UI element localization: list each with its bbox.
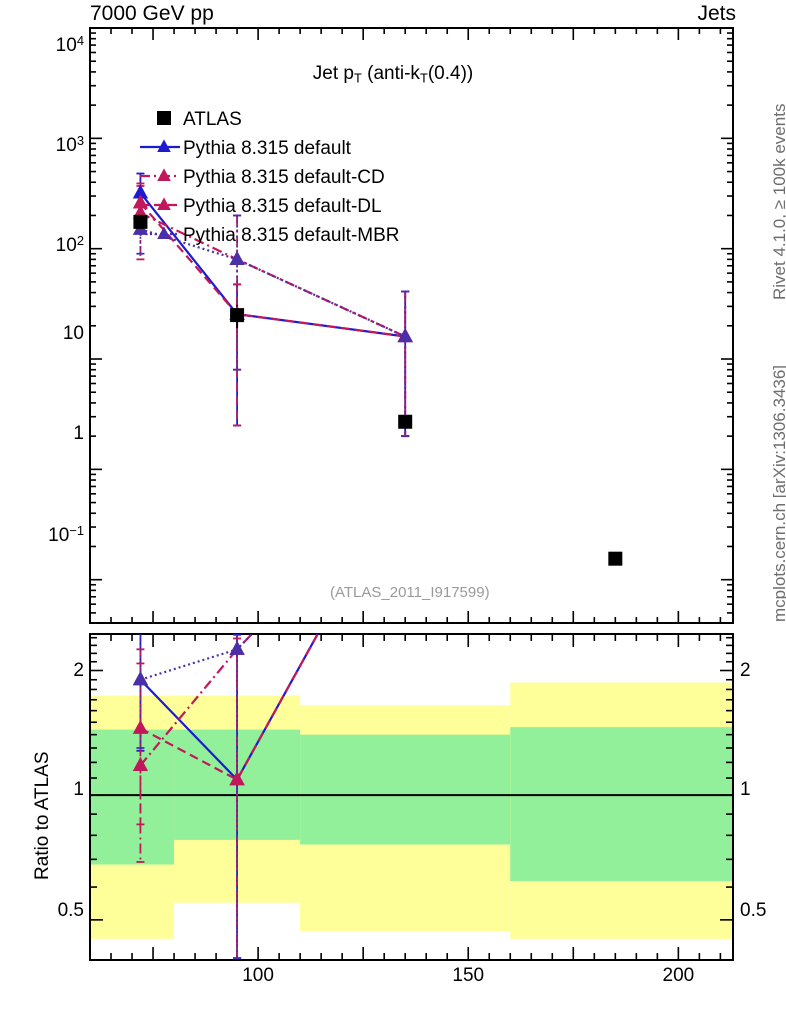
x-axis-ticks (89, 634, 722, 960)
ratio-band-inner (510, 727, 733, 882)
data-marker-triangle (229, 250, 245, 265)
data-marker-square (608, 551, 623, 566)
ratio-series-line (140, 634, 254, 681)
data-marker-triangle (157, 139, 171, 152)
main-axis-ticks (89, 27, 733, 623)
data-marker-triangle (132, 756, 149, 771)
legend-label-pythia-default: Pythia 8.315 default (183, 138, 351, 159)
data-marker-square (133, 214, 148, 229)
beam-energy-label: 7000 GeV pp (90, 2, 214, 25)
analysis-id-watermark: (ATLAS_2011_I917599) (330, 584, 490, 601)
title-sub-kt: T (419, 70, 428, 86)
ratio-data-series (132, 634, 319, 960)
ratio-band-inner (90, 729, 175, 865)
data-marker-triangle (229, 771, 245, 786)
data-marker-triangle (397, 327, 413, 343)
data-marker-square (230, 308, 245, 323)
data-marker-square (157, 111, 171, 125)
ratio-band-inner (300, 734, 511, 845)
data-marker-triangle (132, 184, 149, 199)
legend-label-atlas: ATLAS (183, 109, 242, 130)
data-marker-triangle (157, 197, 171, 210)
data-marker-square (398, 414, 413, 429)
title-sub-pt: T (353, 70, 362, 86)
ratio-uncertainty-bands (90, 682, 733, 939)
legend-label-pythia-dl: Pythia 8.315 default-DL (183, 196, 382, 217)
legend-markers (140, 111, 180, 239)
data-marker-triangle (132, 719, 149, 734)
analysis-category-label: Jets (697, 2, 736, 25)
page-title: Jet pT (anti-kT(0.4)) (0, 63, 786, 86)
ratio-panel-frame (89, 633, 734, 961)
series-line (139, 202, 406, 338)
data-marker-triangle (229, 640, 245, 655)
title-suffix: (0.4)) (427, 63, 474, 84)
title-mid: (anti-k (361, 63, 420, 84)
legend-label-pythia-cd: Pythia 8.315 default-CD (183, 167, 385, 188)
ratio-series-line (139, 634, 319, 782)
title-prefix: Jet p (312, 63, 354, 84)
data-marker-triangle (132, 671, 149, 686)
data-marker-triangle (157, 226, 171, 239)
data-marker-triangle (157, 168, 171, 181)
legend-label-pythia-mbr: Pythia 8.315 default-MBR (183, 225, 400, 246)
main-data-series (132, 172, 623, 566)
